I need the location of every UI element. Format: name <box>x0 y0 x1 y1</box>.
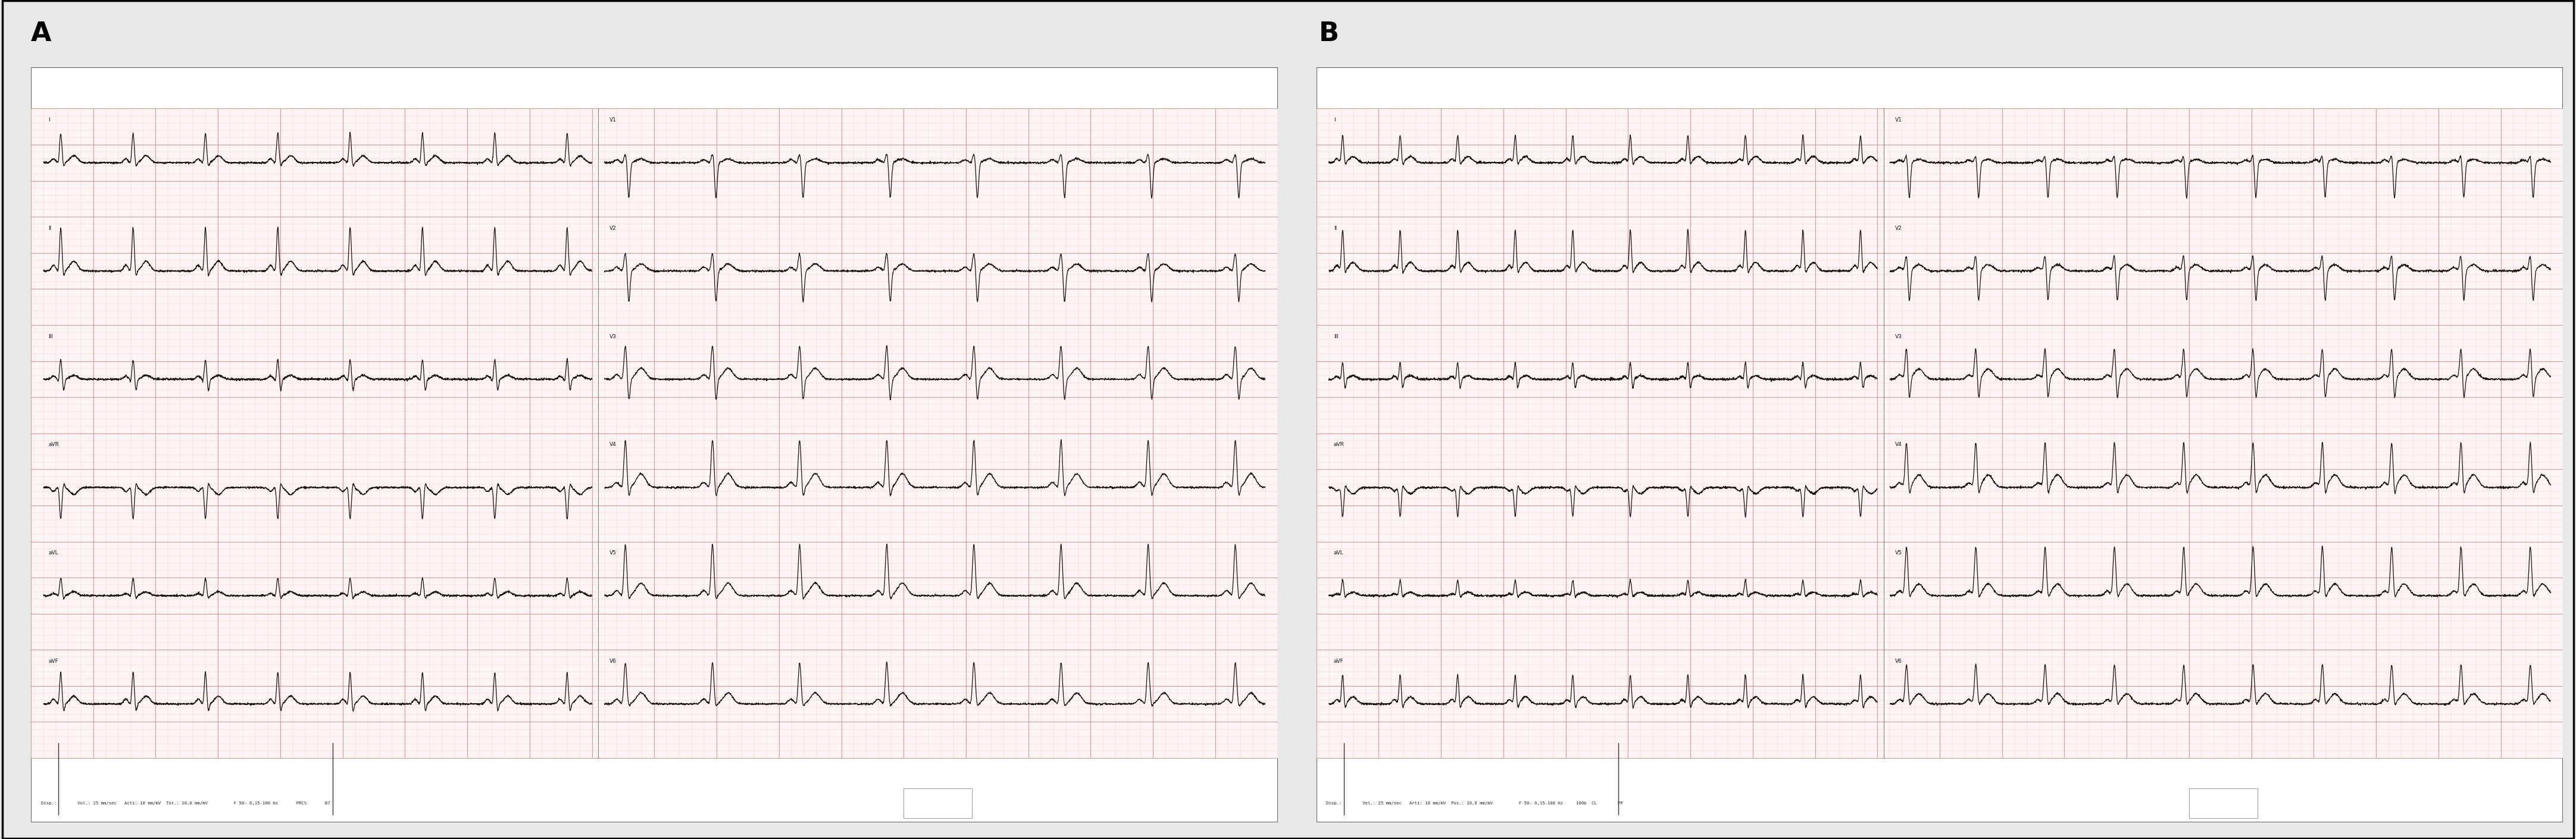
Text: Disp.:        Vol.: 25 mm/sec   Acti: 10 mm/mV  Tor.: 10,0 mm/mV          F 50- : Disp.: Vol.: 25 mm/sec Acti: 10 mm/mV To… <box>41 802 330 805</box>
Text: II: II <box>1334 226 1337 231</box>
Text: A: A <box>31 21 52 47</box>
Text: Disp.:        Vel.: 25 mm/sec   Arti: 10 mm/mV  Pos.: 10,0 mm/mV          F 50- : Disp.: Vel.: 25 mm/sec Arti: 10 mm/mV Po… <box>1327 802 1623 805</box>
Text: V3: V3 <box>1896 334 1901 339</box>
Text: V6: V6 <box>1896 659 1901 664</box>
Text: V4: V4 <box>611 442 616 447</box>
Text: V2: V2 <box>1896 226 1901 231</box>
Bar <box>31 109 1278 758</box>
Text: V3: V3 <box>611 334 616 339</box>
Text: aVR: aVR <box>1334 442 1345 447</box>
Text: B: B <box>1319 21 1340 47</box>
Text: V1: V1 <box>611 117 616 122</box>
Text: aVF: aVF <box>49 659 59 664</box>
Text: V5: V5 <box>1896 550 1901 555</box>
Text: V1: V1 <box>1896 117 1901 122</box>
Text: V4: V4 <box>1896 442 1901 447</box>
Text: aVR: aVR <box>49 442 59 447</box>
Text: aVL: aVL <box>49 550 59 555</box>
Text: aVF: aVF <box>1334 659 1345 664</box>
Bar <box>1316 109 2563 758</box>
Text: aVL: aVL <box>1334 550 1345 555</box>
Text: III: III <box>49 334 54 339</box>
Text: II: II <box>49 226 52 231</box>
Text: V2: V2 <box>611 226 616 231</box>
Text: V6: V6 <box>611 659 616 664</box>
Text: III: III <box>1334 334 1340 339</box>
Text: V5: V5 <box>611 550 616 555</box>
Bar <box>2190 789 2257 819</box>
Bar <box>904 789 971 819</box>
